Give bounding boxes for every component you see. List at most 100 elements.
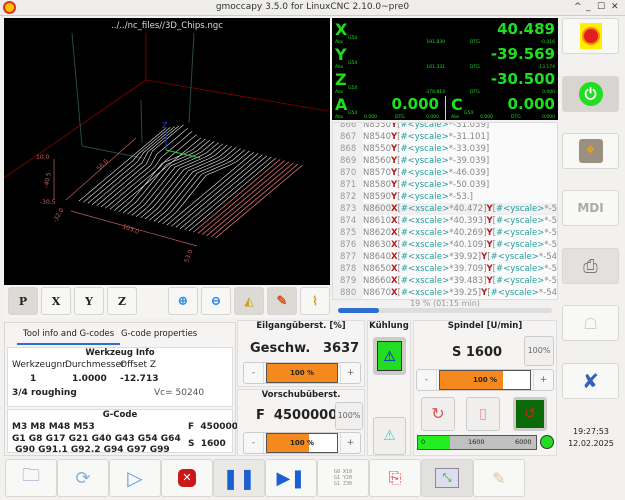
dimension-lines (53, 137, 198, 247)
skip-optional-button[interactable]: ⎘ (369, 459, 421, 497)
gcode-line[interactable]: 867N8540Y[#<yscale>*-31.101]N8540Y[#<ysc… (333, 131, 557, 143)
minimize-button[interactable]: _ (586, 2, 591, 12)
dro-dtg-value: -13.174 (537, 65, 555, 70)
tool-info-panel: Tool info and G-codes G-code properties … (4, 322, 244, 456)
gcode-line[interactable]: 875 N8620X[#<xscale>*40.269]Y[#<yscale>*-… (333, 227, 557, 239)
dro-value[interactable]: -30.500 (490, 70, 555, 88)
rapid-plus-button[interactable]: + (340, 363, 360, 383)
dro-value[interactable]: -39.569 (490, 45, 555, 63)
feed-plus-button[interactable]: + (340, 433, 360, 453)
toolpath-segment (180, 155, 268, 229)
view-p-button[interactable]: P (8, 287, 38, 315)
feed-reset-button[interactable]: 100% (335, 402, 363, 430)
step-button[interactable]: ▶❚ (265, 459, 317, 497)
view-z-button[interactable]: Z (107, 287, 137, 315)
dro-axis-0: X (335, 20, 348, 39)
run-button[interactable]: ▷ (109, 459, 161, 497)
spindle-forward-button[interactable]: ↻ (421, 397, 455, 431)
tab-tool-info[interactable]: Tool info and G-codes (17, 329, 121, 345)
gcode-line[interactable]: 878 N8650X[#<xscale>*39.709]Y[#<yscale>*-… (333, 263, 557, 275)
gcode-line[interactable]: 871N8580Y[#<yscale>*-50.039]N8580Y[#<ysc… (333, 179, 557, 191)
maximize-button[interactable]: ☐ (597, 2, 606, 12)
dro-value[interactable]: 0.000 (391, 95, 439, 113)
svg-text:53.0: 53.0 (183, 249, 194, 264)
line-code-highlighted: N8590Y[#<yscale>*-53.] (363, 192, 473, 202)
gcode-line[interactable]: 870N8570Y[#<yscale>*-46.039]N8570Y[#<ysc… (333, 167, 557, 179)
view-y-button[interactable]: Y (74, 287, 104, 315)
gcode-line[interactable]: 872N8590Y[#<yscale>*-53.]N8590Y[#<yscale… (333, 191, 557, 203)
3d-preview[interactable]: ../../nc_files//3D_Chips.ngc Z 10.0 -30.… (4, 18, 330, 285)
rapid-override-slider[interactable]: - 100 % + (243, 362, 361, 384)
open-file-button[interactable]: 🗀 (5, 459, 57, 497)
auto-mode-button[interactable]: ⎙ (562, 248, 619, 284)
feed-override-slider[interactable]: - 100 % + (243, 432, 361, 454)
mist-coolant-button[interactable]: ⚠ (373, 417, 406, 455)
reload-button[interactable]: ⟳ (57, 459, 109, 497)
rapid-label: Geschw. (250, 341, 311, 356)
spindle-plus-button[interactable]: + (533, 370, 553, 390)
pause-button[interactable]: ❚❚ (213, 459, 265, 497)
toolpath-segment (215, 165, 303, 239)
gcode-line[interactable]: 874 N8610X[#<xscale>*40.393]Y[#<yscale>*-… (333, 215, 557, 227)
svg-text:-30.5: -30.5 (40, 199, 56, 206)
view-x-button[interactable]: X (41, 287, 71, 315)
gcode-line[interactable]: 879 N8660X[#<xscale>*39.483]Y[#<yscale>*-… (333, 275, 557, 287)
spindle-minus-button[interactable]: - (417, 370, 437, 390)
tool-view-button[interactable]: ◭ (234, 287, 264, 315)
draw-toolpath-button[interactable]: ✎ (267, 287, 297, 315)
manual-mode-button[interactable]: ✥ (562, 133, 619, 169)
dro-value[interactable]: 0.000 (507, 95, 555, 113)
toolpath-segment (144, 145, 232, 220)
fullscreen-button[interactable]: ⤡ (421, 459, 473, 497)
spindle-override-slider[interactable]: - 100 % + (416, 369, 554, 391)
zoom-in-button[interactable]: ⊕ (168, 287, 198, 315)
toolpath-segment (210, 163, 299, 238)
maximize-chevron-icon[interactable]: ^ (574, 2, 582, 12)
rapid-minus-button[interactable]: - (244, 363, 264, 383)
settings-button[interactable]: ✘ (562, 363, 619, 399)
manual-jog-icon: ✥ (578, 139, 603, 163)
spindle-stop-icon: ▯ (479, 406, 487, 422)
close-button[interactable]: ✕ (611, 2, 619, 12)
feed-value: F 4500000 (256, 408, 338, 423)
toolpath-segment (96, 124, 184, 207)
spindle-reverse-button[interactable]: ↺ (513, 397, 547, 431)
dro-abs-label: Abs (335, 65, 344, 70)
toolpath-segment (105, 131, 193, 209)
gcode-line[interactable]: 868N8550Y[#<yscale>*-33.039]N8550Y[#<ysc… (333, 143, 557, 155)
gcode-view[interactable]: 866N8530Y[#<yscale>*-31.039]N8530Y[#<ysc… (332, 122, 558, 300)
mdi-mode-button[interactable]: MDI (562, 190, 619, 226)
toolpath-segment (122, 139, 210, 214)
tab-gcode-properties[interactable]: G-code properties (121, 329, 198, 339)
spindle-reset-button[interactable]: 100% (524, 336, 554, 366)
clear-plot-button[interactable]: ⌇ (300, 287, 330, 315)
gcode-line[interactable]: 880 N8670X[#<xscale>*39.25]Y[#<yscale>*-5… (333, 287, 557, 299)
gcode-line[interactable]: 869N8560Y[#<yscale>*-39.039]N8560Y[#<ysc… (333, 155, 557, 167)
spindle-bar-max: 6000 (515, 438, 532, 446)
line-code-highlighted: N8670X[#<xscale>*39.25]Y[#<yscale>*-54.2… (363, 288, 558, 298)
coolant-panel: Kühlung ⚠ ⚠ (367, 320, 411, 456)
settings-tools-icon: ✘ (582, 369, 599, 393)
emergency-stop-button[interactable] (562, 18, 619, 54)
run-from-line-button[interactable]: G0 X10 G1 Y20 G1 Z30 (317, 459, 369, 497)
step-icon: ▶❚ (276, 467, 306, 489)
edit-button[interactable]: ✎ (473, 459, 525, 497)
rapid-value: 3637 (323, 341, 360, 356)
spindle-stop-button[interactable]: ▯ (466, 397, 500, 431)
feed-minus-button[interactable]: - (244, 433, 264, 453)
power-button[interactable]: ⏻ (562, 76, 619, 112)
gcode-line[interactable]: 866N8530Y[#<yscale>*-31.039]N8530Y[#<ysc… (333, 123, 557, 131)
gcode-line[interactable]: 876 N8630X[#<xscale>*40.109]Y[#<yscale>*-… (333, 239, 557, 251)
flood-coolant-button[interactable]: ⚠ (373, 337, 406, 375)
user-tabs-button[interactable]: ☖ (562, 305, 619, 341)
gcode-line[interactable]: 877 N8640X[#<xscale>*39.92]Y[#<yscale>*-5… (333, 251, 557, 263)
tool-diameter: 1.0000 (72, 374, 107, 384)
date: 12.02.2025 (568, 439, 614, 448)
feed-override-panel: Vorschubüberst. F 4500000 100% - 100 % + (237, 389, 365, 456)
dro-dtg-label: DTG (470, 40, 480, 45)
zoom-out-button[interactable]: ⊖ (201, 287, 231, 315)
dro-value[interactable]: 40.489 (497, 20, 555, 38)
gcode-line[interactable]: 873 N8600X[#<xscale>*40.472]Y[#<yscale>*-… (333, 203, 557, 215)
toolpath-segment (114, 137, 202, 211)
stop-button[interactable]: ✕ (161, 459, 213, 497)
